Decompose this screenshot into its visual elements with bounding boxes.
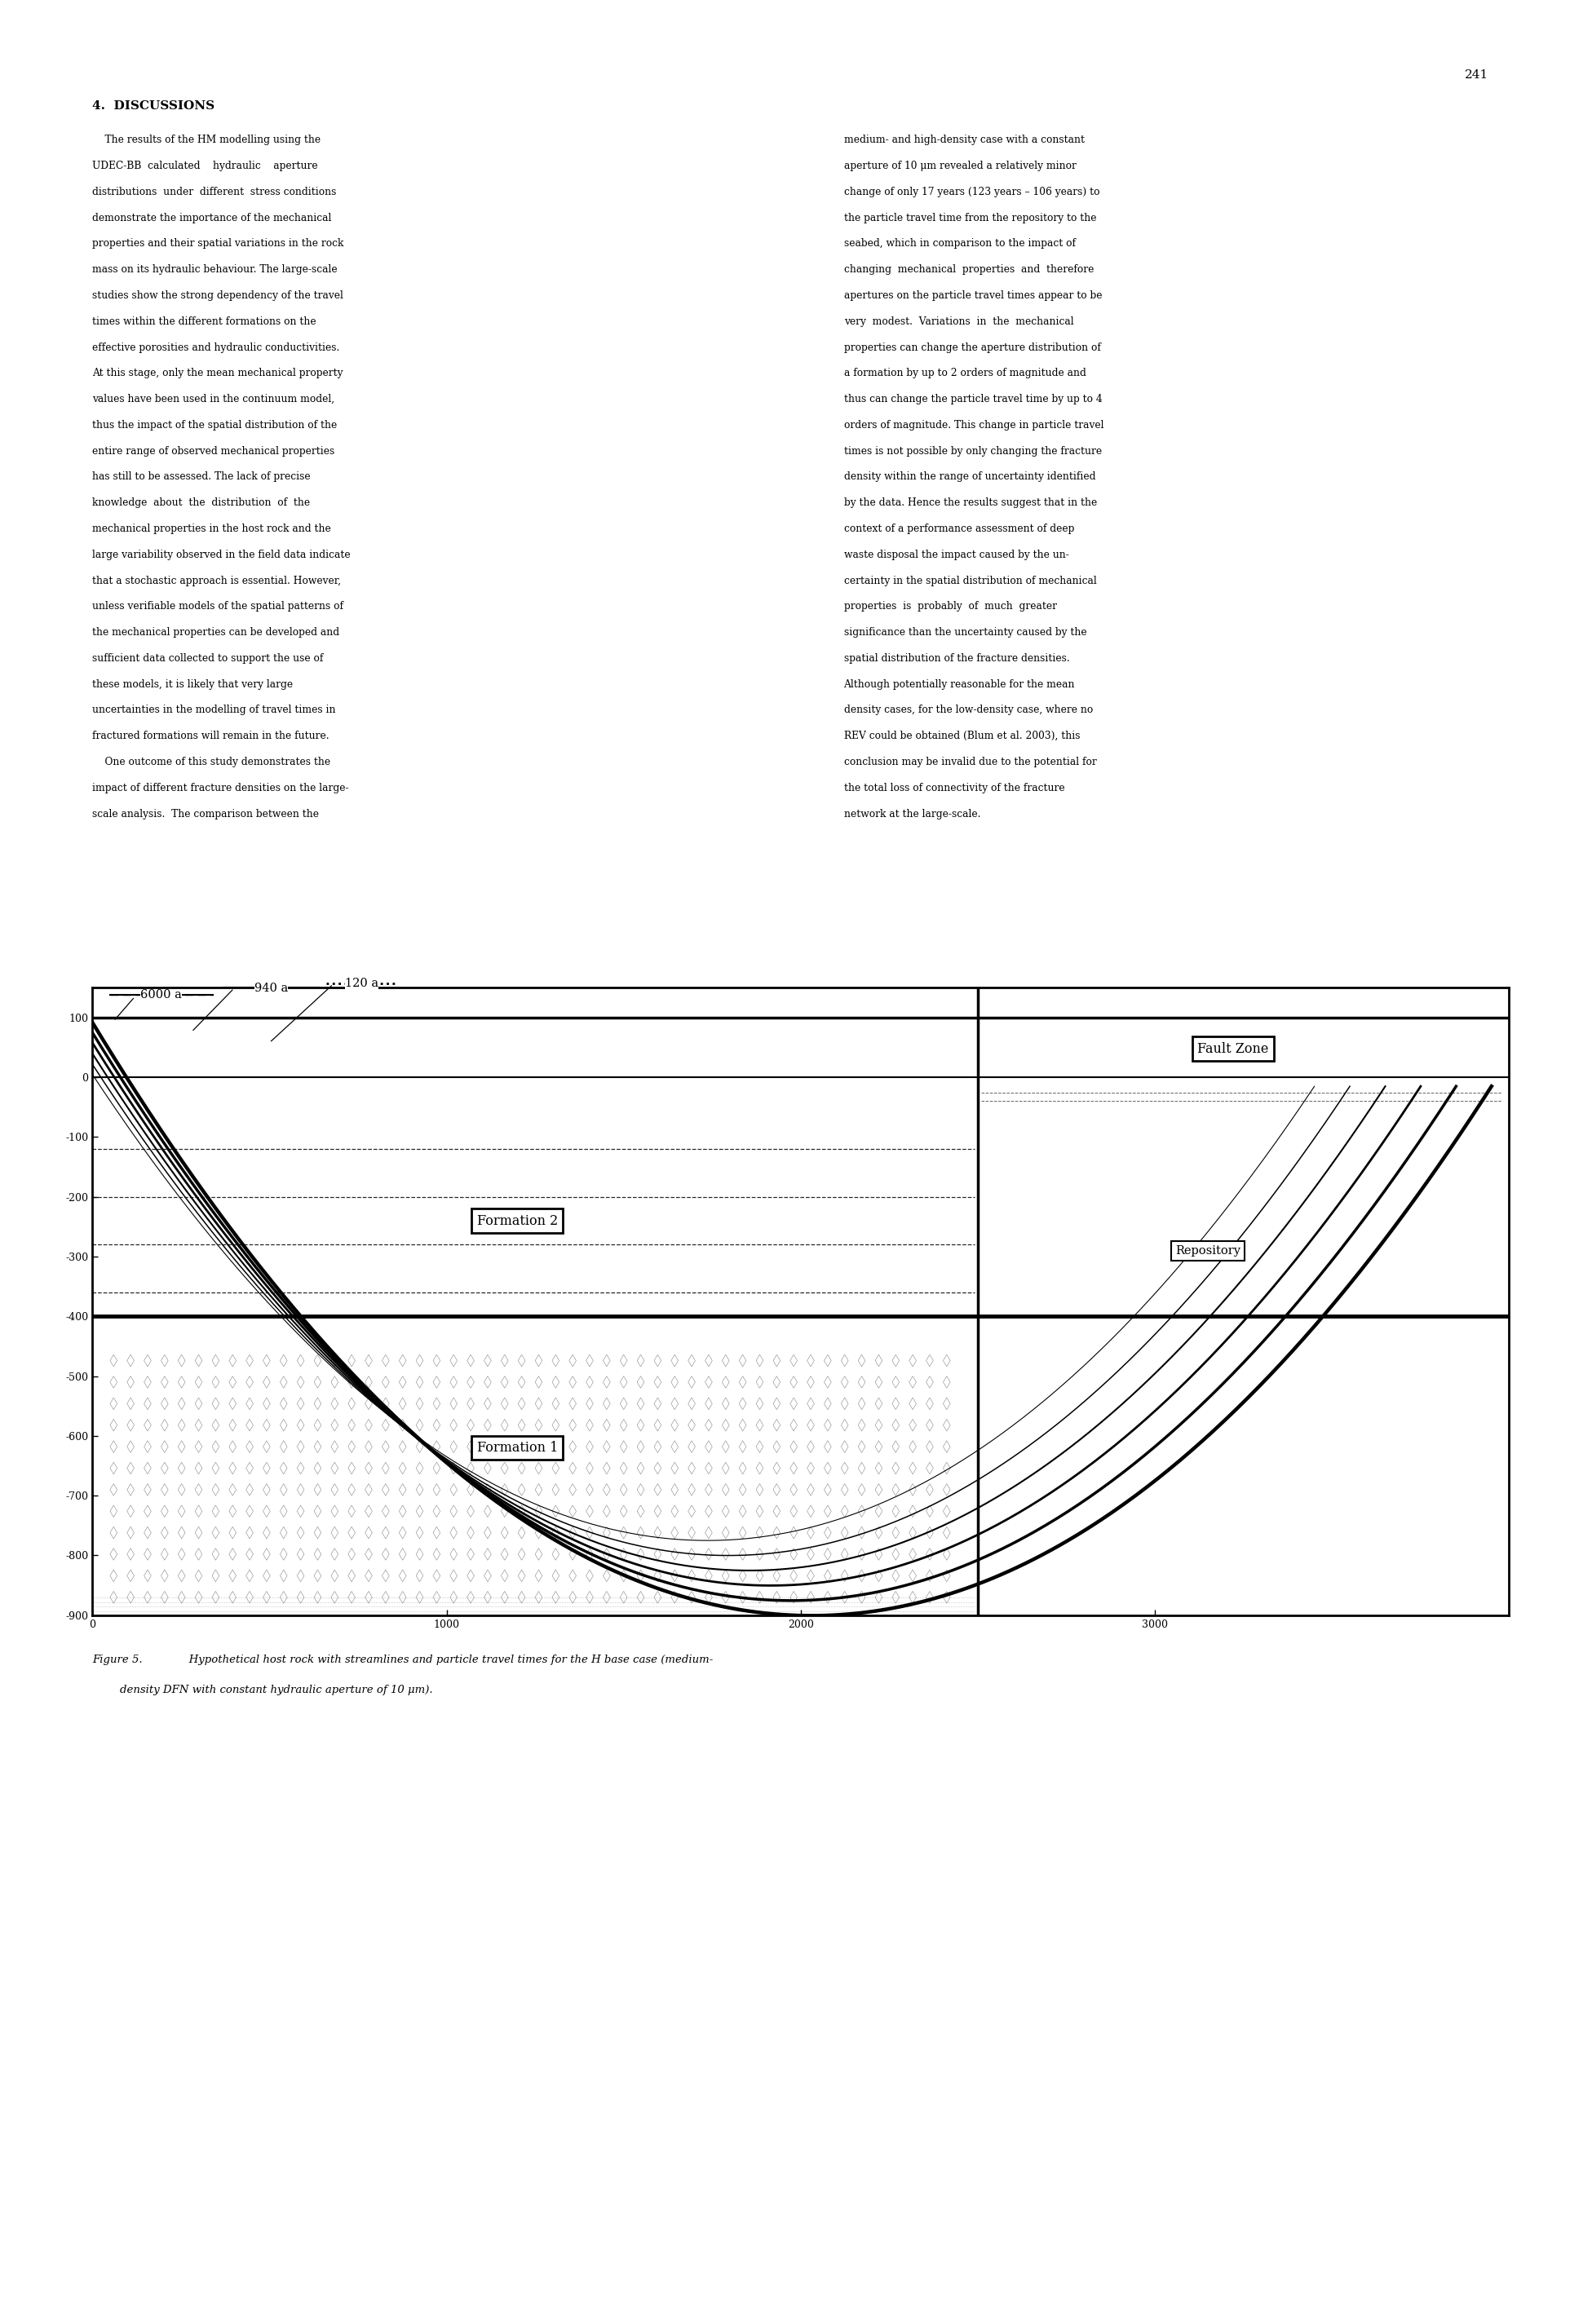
Text: 940 a: 940 a xyxy=(255,983,288,995)
Text: the total loss of connectivity of the fracture: the total loss of connectivity of the fr… xyxy=(844,783,1065,792)
Text: Fault Zone: Fault Zone xyxy=(1197,1041,1269,1055)
Text: Figure 5.: Figure 5. xyxy=(92,1655,143,1666)
Text: distributions  under  different  stress conditions: distributions under different stress con… xyxy=(92,186,336,198)
Text: UDEC-BB  calculated    hydraulic    aperture: UDEC-BB calculated hydraulic aperture xyxy=(92,160,318,172)
Text: One outcome of this study demonstrates the: One outcome of this study demonstrates t… xyxy=(92,758,331,767)
Text: Formation 1: Formation 1 xyxy=(478,1441,557,1455)
Text: times within the different formations on the: times within the different formations on… xyxy=(92,316,317,328)
Text: by the data. Hence the results suggest that in the: by the data. Hence the results suggest t… xyxy=(844,497,1097,509)
Text: unless verifiable models of the spatial patterns of: unless verifiable models of the spatial … xyxy=(92,602,344,611)
Text: values have been used in the continuum model,: values have been used in the continuum m… xyxy=(92,395,334,404)
Text: Although potentially reasonable for the mean: Although potentially reasonable for the … xyxy=(844,679,1075,690)
Text: network at the large-scale.: network at the large-scale. xyxy=(844,809,981,818)
Text: The results of the HM modelling using the: The results of the HM modelling using th… xyxy=(92,135,322,146)
Text: conclusion may be invalid due to the potential for: conclusion may be invalid due to the pot… xyxy=(844,758,1097,767)
Text: the mechanical properties can be developed and: the mechanical properties can be develop… xyxy=(92,627,339,637)
Text: significance than the uncertainty caused by the: significance than the uncertainty caused… xyxy=(844,627,1086,637)
Text: spatial distribution of the fracture densities.: spatial distribution of the fracture den… xyxy=(844,653,1070,665)
Text: 4.  DISCUSSIONS: 4. DISCUSSIONS xyxy=(92,100,215,112)
Text: that a stochastic approach is essential. However,: that a stochastic approach is essential.… xyxy=(92,576,341,586)
Text: density DFN with constant hydraulic aperture of 10 μm).: density DFN with constant hydraulic aper… xyxy=(92,1685,433,1697)
Text: demonstrate the importance of the mechanical: demonstrate the importance of the mechan… xyxy=(92,211,331,223)
Text: sufficient data collected to support the use of: sufficient data collected to support the… xyxy=(92,653,323,665)
Text: REV could be obtained (Blum et al. 2003), this: REV could be obtained (Blum et al. 2003)… xyxy=(844,730,1079,741)
Text: orders of magnitude. This change in particle travel: orders of magnitude. This change in part… xyxy=(844,421,1103,430)
Text: large variability observed in the field data indicate: large variability observed in the field … xyxy=(92,548,350,560)
Text: uncertainties in the modelling of travel times in: uncertainties in the modelling of travel… xyxy=(92,704,336,716)
Text: waste disposal the impact caused by the un-: waste disposal the impact caused by the … xyxy=(844,548,1068,560)
Text: Hypothetical host rock with streamlines and particle travel times for the H base: Hypothetical host rock with streamlines … xyxy=(178,1655,713,1666)
Text: fractured formations will remain in the future.: fractured formations will remain in the … xyxy=(92,730,330,741)
Text: context of a performance assessment of deep: context of a performance assessment of d… xyxy=(844,523,1075,535)
Text: knowledge  about  the  distribution  of  the: knowledge about the distribution of the xyxy=(92,497,310,509)
Text: Repository: Repository xyxy=(1175,1246,1240,1257)
Text: seabed, which in comparison to the impact of: seabed, which in comparison to the impac… xyxy=(844,239,1075,249)
Text: thus the impact of the spatial distribution of the: thus the impact of the spatial distribut… xyxy=(92,421,338,430)
Text: has still to be assessed. The lack of precise: has still to be assessed. The lack of pr… xyxy=(92,472,310,483)
Text: Formation 2: Formation 2 xyxy=(478,1213,557,1227)
Text: entire range of observed mechanical properties: entire range of observed mechanical prop… xyxy=(92,446,334,456)
Text: a formation by up to 2 orders of magnitude and: a formation by up to 2 orders of magnitu… xyxy=(844,367,1086,379)
Text: certainty in the spatial distribution of mechanical: certainty in the spatial distribution of… xyxy=(844,576,1097,586)
Text: density cases, for the low-density case, where no: density cases, for the low-density case,… xyxy=(844,704,1092,716)
Text: thus can change the particle travel time by up to 4: thus can change the particle travel time… xyxy=(844,395,1102,404)
Text: impact of different fracture densities on the large-: impact of different fracture densities o… xyxy=(92,783,349,792)
Text: mechanical properties in the host rock and the: mechanical properties in the host rock a… xyxy=(92,523,331,535)
Text: properties  is  probably  of  much  greater: properties is probably of much greater xyxy=(844,602,1057,611)
Text: properties and their spatial variations in the rock: properties and their spatial variations … xyxy=(92,239,344,249)
Text: apertures on the particle travel times appear to be: apertures on the particle travel times a… xyxy=(844,290,1102,300)
Text: 6000 a: 6000 a xyxy=(140,990,181,1002)
Text: 241: 241 xyxy=(1465,70,1489,81)
Text: change of only 17 years (123 years – 106 years) to: change of only 17 years (123 years – 106… xyxy=(844,186,1100,198)
Text: properties can change the aperture distribution of: properties can change the aperture distr… xyxy=(844,342,1100,353)
Text: these models, it is likely that very large: these models, it is likely that very lar… xyxy=(92,679,293,690)
Text: changing  mechanical  properties  and  therefore: changing mechanical properties and there… xyxy=(844,265,1094,274)
Text: mass on its hydraulic behaviour. The large-scale: mass on its hydraulic behaviour. The lar… xyxy=(92,265,338,274)
Text: density within the range of uncertainty identified: density within the range of uncertainty … xyxy=(844,472,1095,483)
Text: scale analysis.  The comparison between the: scale analysis. The comparison between t… xyxy=(92,809,318,818)
Text: studies show the strong dependency of the travel: studies show the strong dependency of th… xyxy=(92,290,344,300)
Text: medium- and high-density case with a constant: medium- and high-density case with a con… xyxy=(844,135,1084,146)
Text: aperture of 10 μm revealed a relatively minor: aperture of 10 μm revealed a relatively … xyxy=(844,160,1076,172)
Text: times is not possible by only changing the fracture: times is not possible by only changing t… xyxy=(844,446,1102,456)
Text: effective porosities and hydraulic conductivities.: effective porosities and hydraulic condu… xyxy=(92,342,339,353)
Text: the particle travel time from the repository to the: the particle travel time from the reposi… xyxy=(844,211,1097,223)
Text: At this stage, only the mean mechanical property: At this stage, only the mean mechanical … xyxy=(92,367,344,379)
Text: 120 a: 120 a xyxy=(345,978,379,990)
Text: very  modest.  Variations  in  the  mechanical: very modest. Variations in the mechanica… xyxy=(844,316,1073,328)
